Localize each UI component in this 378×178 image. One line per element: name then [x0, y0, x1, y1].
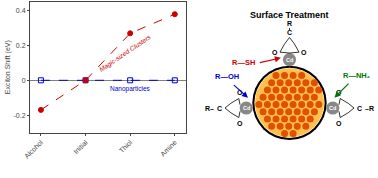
svg-text:0: 0: [22, 77, 26, 84]
svg-text:O: O: [272, 49, 278, 56]
svg-text:R—OH: R—OH: [215, 72, 239, 81]
svg-text:Thiol: Thiol: [118, 138, 134, 154]
svg-text:Cd: Cd: [243, 105, 250, 111]
svg-text:O: O: [336, 120, 342, 127]
svg-text:R—NH₂: R—NH₂: [343, 71, 370, 80]
svg-text:Amine: Amine: [159, 139, 178, 158]
svg-text:Alcohol: Alcohol: [23, 138, 44, 159]
svg-text:Cd: Cd: [286, 57, 293, 63]
svg-text:Initial: Initial: [72, 138, 89, 155]
svg-text:R–: R–: [205, 105, 214, 112]
svg-text:C: C: [287, 29, 292, 36]
svg-text:–R: –R: [365, 105, 374, 112]
svg-text:Magic-sized Clusters: Magic-sized Clusters: [98, 33, 153, 74]
svg-text:0.4: 0.4: [16, 7, 26, 14]
svg-text:-0.2: -0.2: [14, 112, 26, 119]
svg-text:R: R: [287, 20, 292, 27]
svg-text:Exciton Shift (eV): Exciton Shift (eV): [4, 40, 12, 94]
svg-text:0.2: 0.2: [16, 42, 26, 49]
svg-text:O: O: [237, 120, 243, 127]
svg-text:C: C: [217, 105, 222, 112]
svg-text:O: O: [336, 89, 342, 96]
svg-text:O: O: [237, 89, 243, 96]
svg-text:Surface Treatment: Surface Treatment: [250, 10, 329, 20]
svg-text:O: O: [301, 49, 307, 56]
svg-text:Cd: Cd: [329, 105, 336, 111]
svg-text:R—SH: R—SH: [232, 58, 255, 67]
svg-text:Nanoparticles: Nanoparticles: [110, 85, 150, 93]
svg-text:C: C: [357, 105, 362, 112]
